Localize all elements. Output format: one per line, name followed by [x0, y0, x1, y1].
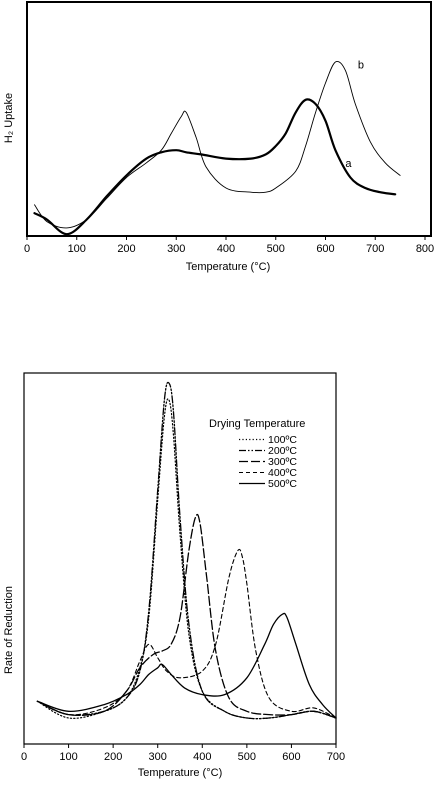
x-axis-label: Temperature (°C) [186, 261, 270, 273]
x-tick-label-600: 600 [316, 243, 334, 255]
series-line-1 [33, 98, 397, 236]
x-tick-group: 0 100 200 300 400 500 600 700 800 [24, 236, 434, 255]
x-axis-label: Temperature (°C) [138, 767, 222, 779]
x-tick-label-200: 200 [104, 751, 122, 763]
x-tick-label-300: 300 [167, 243, 185, 255]
x-tick-label-500: 500 [238, 751, 256, 763]
legend-entry-3: 300ºC [268, 456, 297, 468]
legend-entry-5: 500ºC [268, 478, 297, 490]
y-axis-label: Rate of Reduction [3, 586, 15, 674]
curve-label-b: b [358, 59, 364, 71]
x-tick-label-700: 700 [366, 243, 384, 255]
x-tick-label-400: 400 [193, 751, 211, 763]
x-tick-label-600: 600 [282, 751, 300, 763]
rate-of-reduction-chart: 0 100 200 300 400 500 600 700 Drying Temperatur… [3, 372, 345, 779]
series-line-5 [36, 612, 337, 719]
figure-rate-of-reduction: 0 100 200 300 400 500 600 700 Drying Temperatur… [0, 370, 434, 786]
y-axis-label: H₂ Uptake [3, 93, 15, 143]
x-tick-label-0: 0 [21, 751, 27, 763]
x-tick-label-0: 0 [24, 243, 30, 255]
x-tick-group: 0 100 200 300 400 500 600 700 [21, 744, 345, 763]
x-tick-label-500: 500 [267, 243, 285, 255]
x-tick-label-700: 700 [327, 751, 345, 763]
series-line-3 [36, 513, 337, 719]
x-tick-label-200: 200 [117, 243, 135, 255]
series-line-2 [36, 381, 337, 720]
x-tick-label-400: 400 [217, 243, 235, 255]
legend: Drying Temperature 100ºC200ºC300ºC400ºC5… [209, 418, 305, 490]
series-line-4 [36, 548, 337, 719]
x-tick-label-800: 800 [416, 243, 434, 255]
x-tick-label-300: 300 [149, 751, 167, 763]
chart-frame [26, 1, 432, 237]
legend-entry-2: 200ºC [268, 445, 297, 457]
x-tick-label-100: 100 [59, 751, 77, 763]
annotation-group: ab [345, 59, 364, 170]
curve-label-a: a [345, 158, 352, 170]
chart-frame [23, 372, 337, 745]
h2-uptake-chart: 0 100 200 300 400 500 600 700 800 ab Temperature… [3, 1, 434, 273]
legend-entry-1: 100ºC [268, 434, 297, 446]
series-line-2 [34, 60, 401, 229]
series-group [36, 381, 337, 720]
x-tick-label-100: 100 [68, 243, 86, 255]
legend-entry-4: 400ºC [268, 467, 297, 479]
legend-title: Drying Temperature [209, 418, 305, 430]
series-group [33, 60, 401, 236]
